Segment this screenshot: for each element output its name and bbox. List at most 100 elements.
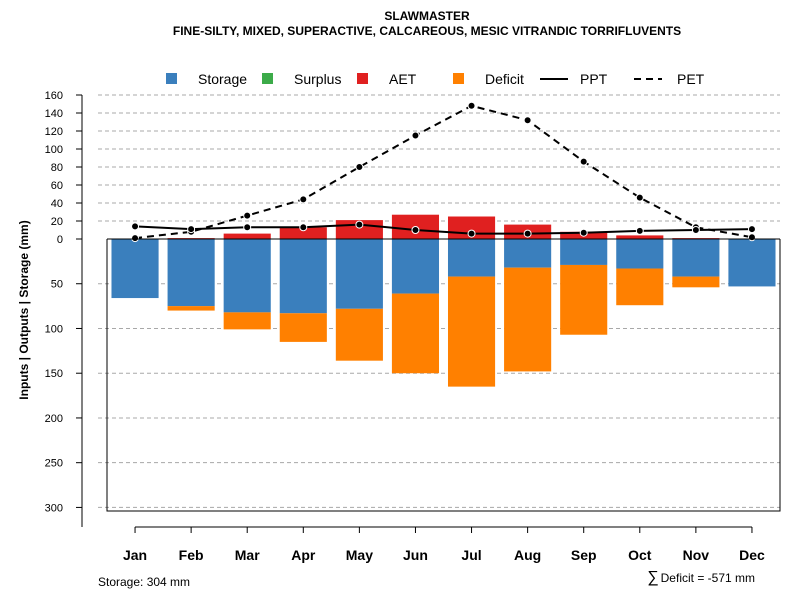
storage-bar-oct	[616, 239, 664, 269]
deficit-bar-sep	[560, 264, 608, 335]
x-tick-label-jun: Jun	[403, 547, 428, 563]
ppt-point	[579, 228, 588, 237]
y-tick-label-lower: 100	[45, 323, 63, 335]
y-tick-label-upper: 60	[51, 180, 63, 192]
ppt-point	[243, 223, 252, 232]
legend-label-storage: Storage	[198, 71, 247, 87]
aet-bar-oct	[616, 235, 664, 239]
ppt-point	[635, 226, 644, 235]
storage-bar-nov	[672, 239, 720, 277]
legend-label-pet: PET	[677, 71, 705, 87]
storage-bar-mar	[223, 239, 271, 313]
sum-symbol: ∑	[647, 569, 658, 586]
ppt-point	[131, 222, 140, 231]
y-tick-label-upper: 40	[51, 198, 63, 210]
pet-point	[131, 234, 140, 243]
y-tick-label-upper: 20	[51, 216, 63, 228]
deficit-footnote: ∑ Deficit = -571 mm	[647, 569, 755, 586]
x-tick-label-nov: Nov	[683, 547, 710, 563]
legend-label-aet: AET	[389, 71, 417, 87]
y-tick-label-lower: 150	[45, 368, 63, 380]
pet-point	[467, 101, 476, 110]
legend-label-ppt: PPT	[580, 71, 608, 87]
chart-title: SLAWMASTER	[384, 9, 470, 23]
pet-point	[243, 211, 252, 220]
pet-point	[579, 157, 588, 166]
pet-point	[355, 163, 364, 171]
storage-bar-aug	[504, 239, 552, 268]
x-tick-label-oct: Oct	[628, 547, 652, 563]
ppt-point	[355, 220, 364, 229]
legend: Storage Surplus AET Deficit PPT PET	[166, 71, 705, 87]
legend-label-deficit: Deficit	[485, 71, 524, 87]
storage-bar-jul	[447, 239, 496, 277]
pet-point	[299, 195, 308, 204]
deficit-bar-aug	[504, 267, 552, 372]
y-tick-label-upper: 100	[45, 144, 63, 156]
legend-swatch-surplus	[262, 73, 273, 84]
pet-line	[134, 104, 753, 240]
y-tick-label-upper: 0	[57, 234, 63, 246]
pet-point	[635, 193, 644, 202]
ppt-point	[747, 225, 756, 234]
ppt-point	[467, 229, 476, 238]
aet-bar-apr	[279, 227, 327, 239]
aet-bar-mar	[223, 233, 271, 239]
pet-point	[523, 116, 532, 125]
chart-subtitle: FINE-SILTY, MIXED, SUPERACTIVE, CALCAREO…	[173, 24, 681, 38]
pet-point	[411, 131, 420, 140]
x-tick-label-may: May	[346, 547, 373, 563]
y-tick-label-lower: 300	[45, 502, 63, 514]
y-tick-label-upper: 80	[51, 162, 63, 174]
ppt-point	[523, 229, 532, 238]
y-tick-label-lower: 50	[51, 279, 63, 291]
x-tick-label-jul: Jul	[461, 547, 481, 563]
x-tick-label-dec: Dec	[739, 547, 765, 563]
x-tick-label-aug: Aug	[514, 547, 541, 563]
ppt-line	[134, 223, 752, 235]
deficit-bar-jun	[391, 293, 440, 374]
y-tick-label-upper: 160	[45, 90, 63, 102]
x-tick-label-jan: Jan	[123, 547, 147, 563]
deficit-bar-jul	[447, 276, 496, 387]
deficit-bar-feb	[167, 306, 215, 311]
legend-swatch-aet	[357, 73, 368, 84]
y-tick-label-upper: 120	[45, 126, 63, 138]
y-tick-label-lower: 250	[45, 458, 63, 470]
storage-bar-jan	[111, 239, 159, 299]
storage-footnote: Storage: 304 mm	[98, 575, 190, 589]
legend-label-surplus: Surplus	[294, 71, 341, 87]
pet-point	[747, 233, 756, 242]
y-tick-label-upper: 140	[45, 108, 63, 120]
x-tick-label-apr: Apr	[291, 547, 316, 563]
deficit-bar-oct	[616, 268, 664, 306]
storage-bar-sep	[560, 239, 608, 265]
deficit-bar-apr	[279, 313, 327, 342]
storage-bar-apr	[279, 239, 327, 314]
y-axis-label: Inputs | Outputs | Storage (mm)	[17, 220, 31, 399]
deficit-bar-mar	[223, 312, 271, 330]
ppt-point	[187, 225, 196, 234]
ppt-point	[299, 223, 308, 232]
x-tick-label-mar: Mar	[235, 547, 260, 563]
gridlines	[98, 94, 780, 508]
bars	[111, 214, 776, 387]
storage-bar-dec	[728, 239, 776, 287]
x-tick-label-feb: Feb	[179, 547, 204, 563]
storage-bar-feb	[167, 239, 215, 307]
ppt-point	[411, 226, 420, 234]
deficit-label: Deficit = -571 mm	[661, 571, 755, 585]
axes: 16014012010080604020050100150200250300Ja…	[45, 90, 781, 563]
deficit-bar-nov	[672, 276, 720, 288]
storage-bar-may	[335, 239, 383, 309]
deficit-bar-may	[335, 308, 383, 361]
lines	[131, 101, 756, 243]
y-tick-label-lower: 200	[45, 413, 63, 425]
ppt-point	[691, 226, 700, 234]
x-tick-label-sep: Sep	[571, 547, 597, 563]
legend-swatch-storage	[166, 73, 177, 84]
storage-bar-jun	[391, 239, 440, 294]
lower-panel-frame	[106, 239, 781, 512]
legend-swatch-deficit	[453, 73, 464, 84]
